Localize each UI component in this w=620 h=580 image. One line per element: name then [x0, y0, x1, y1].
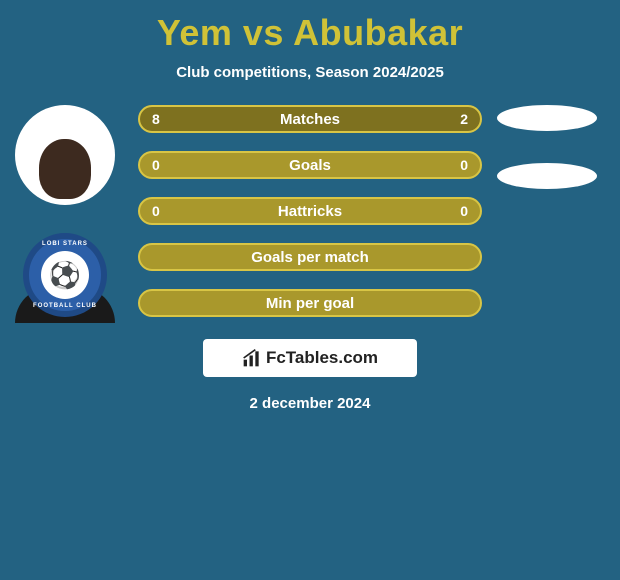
- soccer-ball-icon: ⚽: [41, 251, 89, 299]
- date-text: 2 december 2024: [0, 395, 620, 412]
- page-title: Yem vs Abubakar: [0, 0, 620, 54]
- stat-label: Hattricks: [140, 203, 480, 220]
- stat-bar: Min per goal: [138, 289, 482, 317]
- stat-bar: 00Goals: [138, 151, 482, 179]
- stat-bars: 82Matches 00Goals 00Hattricks Goals per mat…: [138, 105, 482, 317]
- bar-chart-icon: [242, 348, 262, 368]
- right-column: [492, 105, 602, 189]
- stat-bar: 82Matches: [138, 105, 482, 133]
- brand-badge[interactable]: FcTables.com: [203, 339, 417, 377]
- club-logo: LOBI STARS ⚽ FOOTBALL CLUB: [23, 233, 107, 317]
- stat-label: Min per goal: [140, 295, 480, 312]
- player-avatar-placeholder: [497, 105, 597, 131]
- club-logo-name: LOBI STARS: [42, 241, 88, 247]
- left-column: LOBI STARS ⚽ FOOTBALL CLUB: [10, 105, 120, 317]
- stat-bar: 00Hattricks: [138, 197, 482, 225]
- stat-label: Goals per match: [140, 249, 480, 266]
- comparison-content: LOBI STARS ⚽ FOOTBALL CLUB 82Matches 00Go…: [0, 105, 620, 317]
- club-logo-sub: FOOTBALL CLUB: [33, 303, 97, 309]
- stat-label: Matches: [140, 111, 480, 128]
- club-logo-placeholder: [497, 163, 597, 189]
- subtitle: Club competitions, Season 2024/2025: [0, 64, 620, 81]
- stat-label: Goals: [140, 157, 480, 174]
- player-avatar: [15, 105, 115, 205]
- stat-bar: Goals per match: [138, 243, 482, 271]
- brand-text: FcTables.com: [266, 348, 378, 368]
